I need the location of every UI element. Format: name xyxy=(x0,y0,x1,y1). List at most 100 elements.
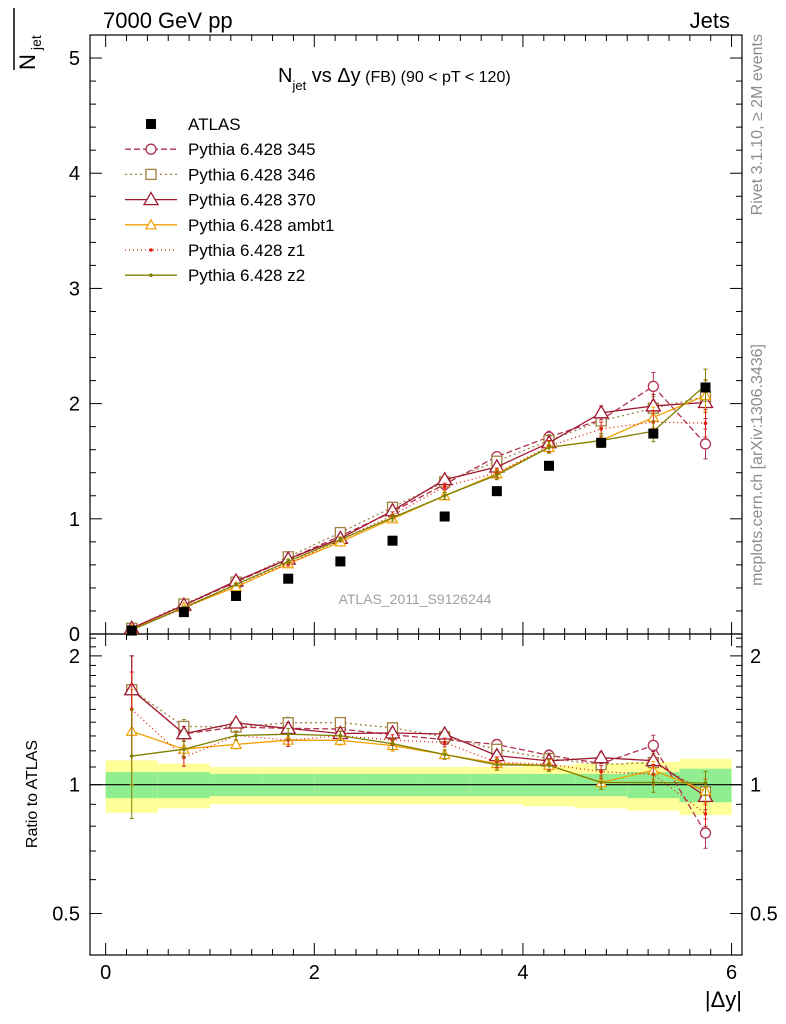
legend-label: Pythia 6.428 z2 xyxy=(188,266,305,285)
legend-marker xyxy=(145,168,157,181)
atlas-point xyxy=(178,607,189,618)
legend-marker xyxy=(145,143,157,155)
header-right: Jets xyxy=(690,8,730,33)
data-point xyxy=(129,754,134,758)
atlas-point xyxy=(544,460,555,471)
data-point xyxy=(599,769,603,774)
data-point xyxy=(234,582,238,587)
data-point xyxy=(234,733,238,738)
atlas-point xyxy=(126,625,137,636)
data-point xyxy=(227,714,245,729)
series-line xyxy=(131,384,706,631)
data-point xyxy=(703,811,708,816)
data-point xyxy=(442,740,447,745)
data-point xyxy=(286,559,291,564)
atlas-point xyxy=(648,428,659,439)
data-point xyxy=(647,739,659,752)
main-y-tick-label: 3 xyxy=(69,278,80,300)
data-point xyxy=(338,733,343,738)
series-line xyxy=(131,733,706,784)
ratio-series-pythia-6-428-345 xyxy=(126,655,712,849)
main-ylabel-sub: jet xyxy=(28,35,44,51)
data-point xyxy=(547,763,551,768)
x-axis-label: |Δy| xyxy=(705,987,742,1012)
main-y-tick-label: 0 xyxy=(69,624,80,646)
series-line xyxy=(131,385,706,629)
atlas-point xyxy=(283,573,294,584)
legend-label: Pythia 6.428 z1 xyxy=(188,241,305,260)
data-point xyxy=(390,515,395,520)
series-line xyxy=(131,689,707,834)
ratio-series-pythia-6-428-z2 xyxy=(129,708,708,820)
atlas-point xyxy=(491,486,502,497)
legend-entry: Pythia 6.428 ambt1 xyxy=(125,216,334,235)
data-point xyxy=(647,380,659,392)
main-y-tick-label: 4 xyxy=(69,163,80,185)
title-sub: jet xyxy=(291,78,306,93)
x-tick-label: 2 xyxy=(309,962,320,984)
main-y-tick-label: 5 xyxy=(69,48,80,70)
title-tail: (90 < pT < 120) xyxy=(396,69,510,86)
mcplots-label: mcplots.cern.ch [arXiv:1306.3436] xyxy=(749,344,766,586)
legend-entry: Pythia 6.428 z2 xyxy=(125,266,305,285)
data-point xyxy=(651,780,656,785)
legend-entry: Pythia 6.428 346 xyxy=(125,165,316,184)
legend-label: Pythia 6.428 370 xyxy=(188,191,316,210)
data-point xyxy=(599,780,603,785)
legend-label: Pythia 6.428 346 xyxy=(188,165,316,184)
svg-text:Njet vs Δy (FB) (90 < pT < 120: Njet vs Δy (FB) (90 < pT < 120) xyxy=(278,65,511,93)
main-y-tick-label: 2 xyxy=(69,394,80,416)
title-rest: vs Δy xyxy=(306,65,360,87)
analysis-watermark: ATLAS_2011_S9126244 xyxy=(339,591,492,607)
legend-label: Pythia 6.428 345 xyxy=(188,140,316,159)
legend-entry: Pythia 6.428 370 xyxy=(125,191,316,210)
data-point xyxy=(442,484,447,489)
data-point xyxy=(286,732,291,736)
data-point xyxy=(593,404,610,419)
data-point xyxy=(495,763,499,767)
ratio-series-group xyxy=(123,655,714,849)
main-ylabel: N jet xyxy=(13,8,44,70)
data-point xyxy=(495,473,499,477)
ratio-y-tick-label: 2 xyxy=(69,646,80,668)
data-point xyxy=(699,827,712,839)
series-line xyxy=(131,401,706,629)
legend-marker xyxy=(144,218,158,230)
main-y-tick-label: 1 xyxy=(69,509,80,531)
atlas-point xyxy=(596,437,607,448)
ratio-panel: 0.5 0.5 1 1 2 2 0 2 4 6 xyxy=(52,633,778,984)
data-point xyxy=(703,781,708,785)
legend-marker xyxy=(149,273,153,278)
rivet-version-label: Rivet 3.1.10, ≥ 2M events xyxy=(749,34,766,215)
series-line xyxy=(131,689,706,797)
legend-marker xyxy=(149,248,153,252)
data-point xyxy=(699,438,712,450)
main-series-group xyxy=(123,368,714,636)
ratio-frame xyxy=(89,633,743,956)
header-left: 7000 GeV pp xyxy=(103,8,233,33)
ratio-ylabel: Ratio to ATLAS xyxy=(24,740,41,848)
data-point xyxy=(390,741,395,746)
series-line xyxy=(131,730,706,792)
ratio-y-tick-label-right: 0.5 xyxy=(750,904,778,926)
legend-marker xyxy=(146,119,156,129)
data-point xyxy=(230,738,243,749)
data-point xyxy=(593,749,610,764)
ratio-y-tick-label: 1 xyxy=(69,775,80,797)
data-point xyxy=(547,445,551,450)
legend: ATLAS Pythia 6.428 345 Pythia 6.428 346 Pyt… xyxy=(125,115,334,285)
atlas-data-points xyxy=(126,382,711,636)
title-small: (FB) xyxy=(361,69,397,86)
title-main: N xyxy=(278,65,292,87)
data-point xyxy=(182,747,186,752)
data-point xyxy=(442,752,447,757)
data-point xyxy=(175,725,193,740)
data-point xyxy=(442,493,447,498)
ratio-y-tick-label-right: 1 xyxy=(750,775,761,797)
main-panel: 0 1 2 3 4 5 xyxy=(69,34,743,646)
data-point xyxy=(338,537,343,542)
legend-label: Pythia 6.428 ambt1 xyxy=(188,216,334,235)
legend-entry: Pythia 6.428 345 xyxy=(125,140,316,159)
atlas-point xyxy=(335,556,346,567)
